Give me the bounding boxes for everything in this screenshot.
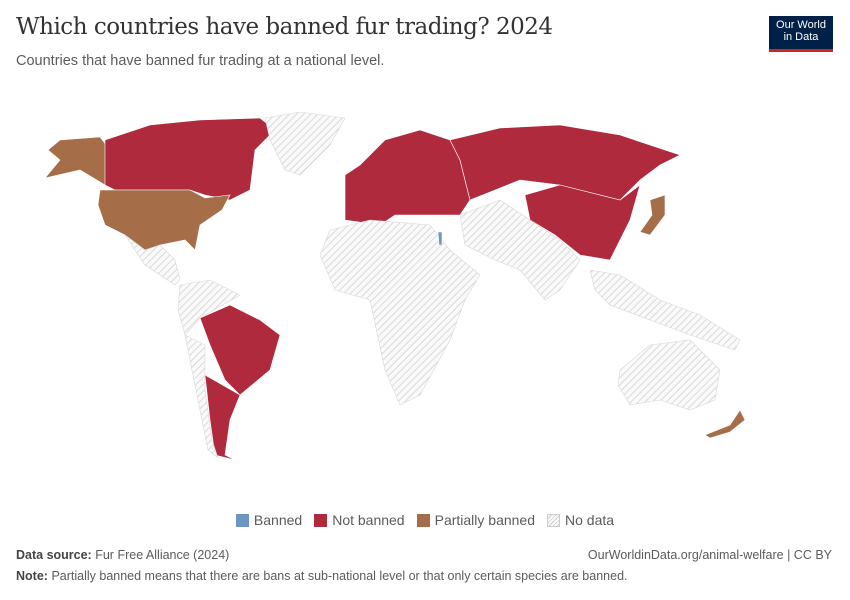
source-label: Data source: bbox=[16, 548, 92, 562]
legend-item-banned[interactable]: Banned bbox=[235, 512, 303, 528]
region-united-states[interactable]: United States bbox=[97, 189, 231, 251]
region-china[interactable]: China bbox=[524, 184, 641, 261]
region-mexico-and-central-america[interactable]: Mexico and Central America bbox=[124, 234, 181, 286]
legend: Banned Not banned Partially banned No data bbox=[0, 512, 850, 528]
legend-label: Banned bbox=[253, 512, 303, 528]
logo-line1: Our World bbox=[776, 19, 826, 31]
legend-item-partially-banned[interactable]: Partially banned bbox=[416, 512, 536, 528]
legend-label: Partially banned bbox=[434, 512, 536, 528]
legend-item-not-banned[interactable]: Not banned bbox=[314, 512, 405, 528]
region-southeast-asia[interactable]: Southeast Asia bbox=[589, 269, 741, 351]
region-africa[interactable]: Africa bbox=[319, 219, 481, 406]
footer-note: Note: Partially banned means that there … bbox=[16, 569, 832, 583]
region-japan[interactable]: Japan bbox=[639, 194, 666, 236]
legend-swatch bbox=[314, 513, 328, 527]
note-text: Partially banned means that there are ba… bbox=[51, 569, 628, 583]
legend-swatch bbox=[547, 513, 561, 527]
owid-logo[interactable]: Our World in Data bbox=[769, 16, 833, 52]
region-greenland[interactable]: Greenland bbox=[264, 111, 346, 176]
source-url[interactable]: OurWorldinData.org/animal-welfare | CC B… bbox=[587, 548, 832, 562]
region-brazil[interactable]: Brazil bbox=[199, 304, 281, 396]
region-australia[interactable]: Australia bbox=[617, 339, 721, 411]
region-alaska-united-states[interactable]: Alaska (United States) bbox=[44, 136, 111, 186]
legend-swatch bbox=[416, 513, 430, 527]
legend-swatch bbox=[235, 513, 249, 527]
source-text[interactable]: Fur Free Alliance (2024) bbox=[95, 548, 230, 562]
chart-subtitle: Countries that have banned fur trading a… bbox=[16, 53, 385, 69]
note-label: Note: bbox=[16, 569, 48, 583]
legend-label: No data bbox=[565, 512, 615, 528]
region-middle-east-and-south-asia[interactable]: Middle East and South Asia bbox=[459, 199, 581, 301]
logo-line2: in Data bbox=[783, 31, 819, 43]
region-russia[interactable]: Russia bbox=[449, 124, 681, 201]
legend-label: Not banned bbox=[332, 512, 405, 528]
world-map: Alaska (United States)CanadaGreenland Uni… bbox=[44, 111, 746, 461]
region-chile[interactable]: Chile bbox=[184, 334, 219, 459]
region-canada[interactable]: Canada bbox=[104, 117, 276, 201]
legend-item-no-data[interactable]: No data bbox=[547, 512, 614, 528]
data-source: Data source: Fur Free Alliance (2024) bbox=[16, 548, 229, 562]
chart-title: Which countries have banned fur trading?… bbox=[16, 14, 553, 40]
region-israel[interactable]: Israel bbox=[437, 231, 443, 246]
region-new-zealand[interactable]: New Zealand bbox=[704, 409, 746, 439]
region-europe[interactable]: Europe bbox=[344, 129, 471, 226]
region-argentina[interactable]: Argentina bbox=[204, 374, 241, 461]
footer-source-row: Data source: Fur Free Alliance (2024) Ou… bbox=[16, 548, 832, 562]
